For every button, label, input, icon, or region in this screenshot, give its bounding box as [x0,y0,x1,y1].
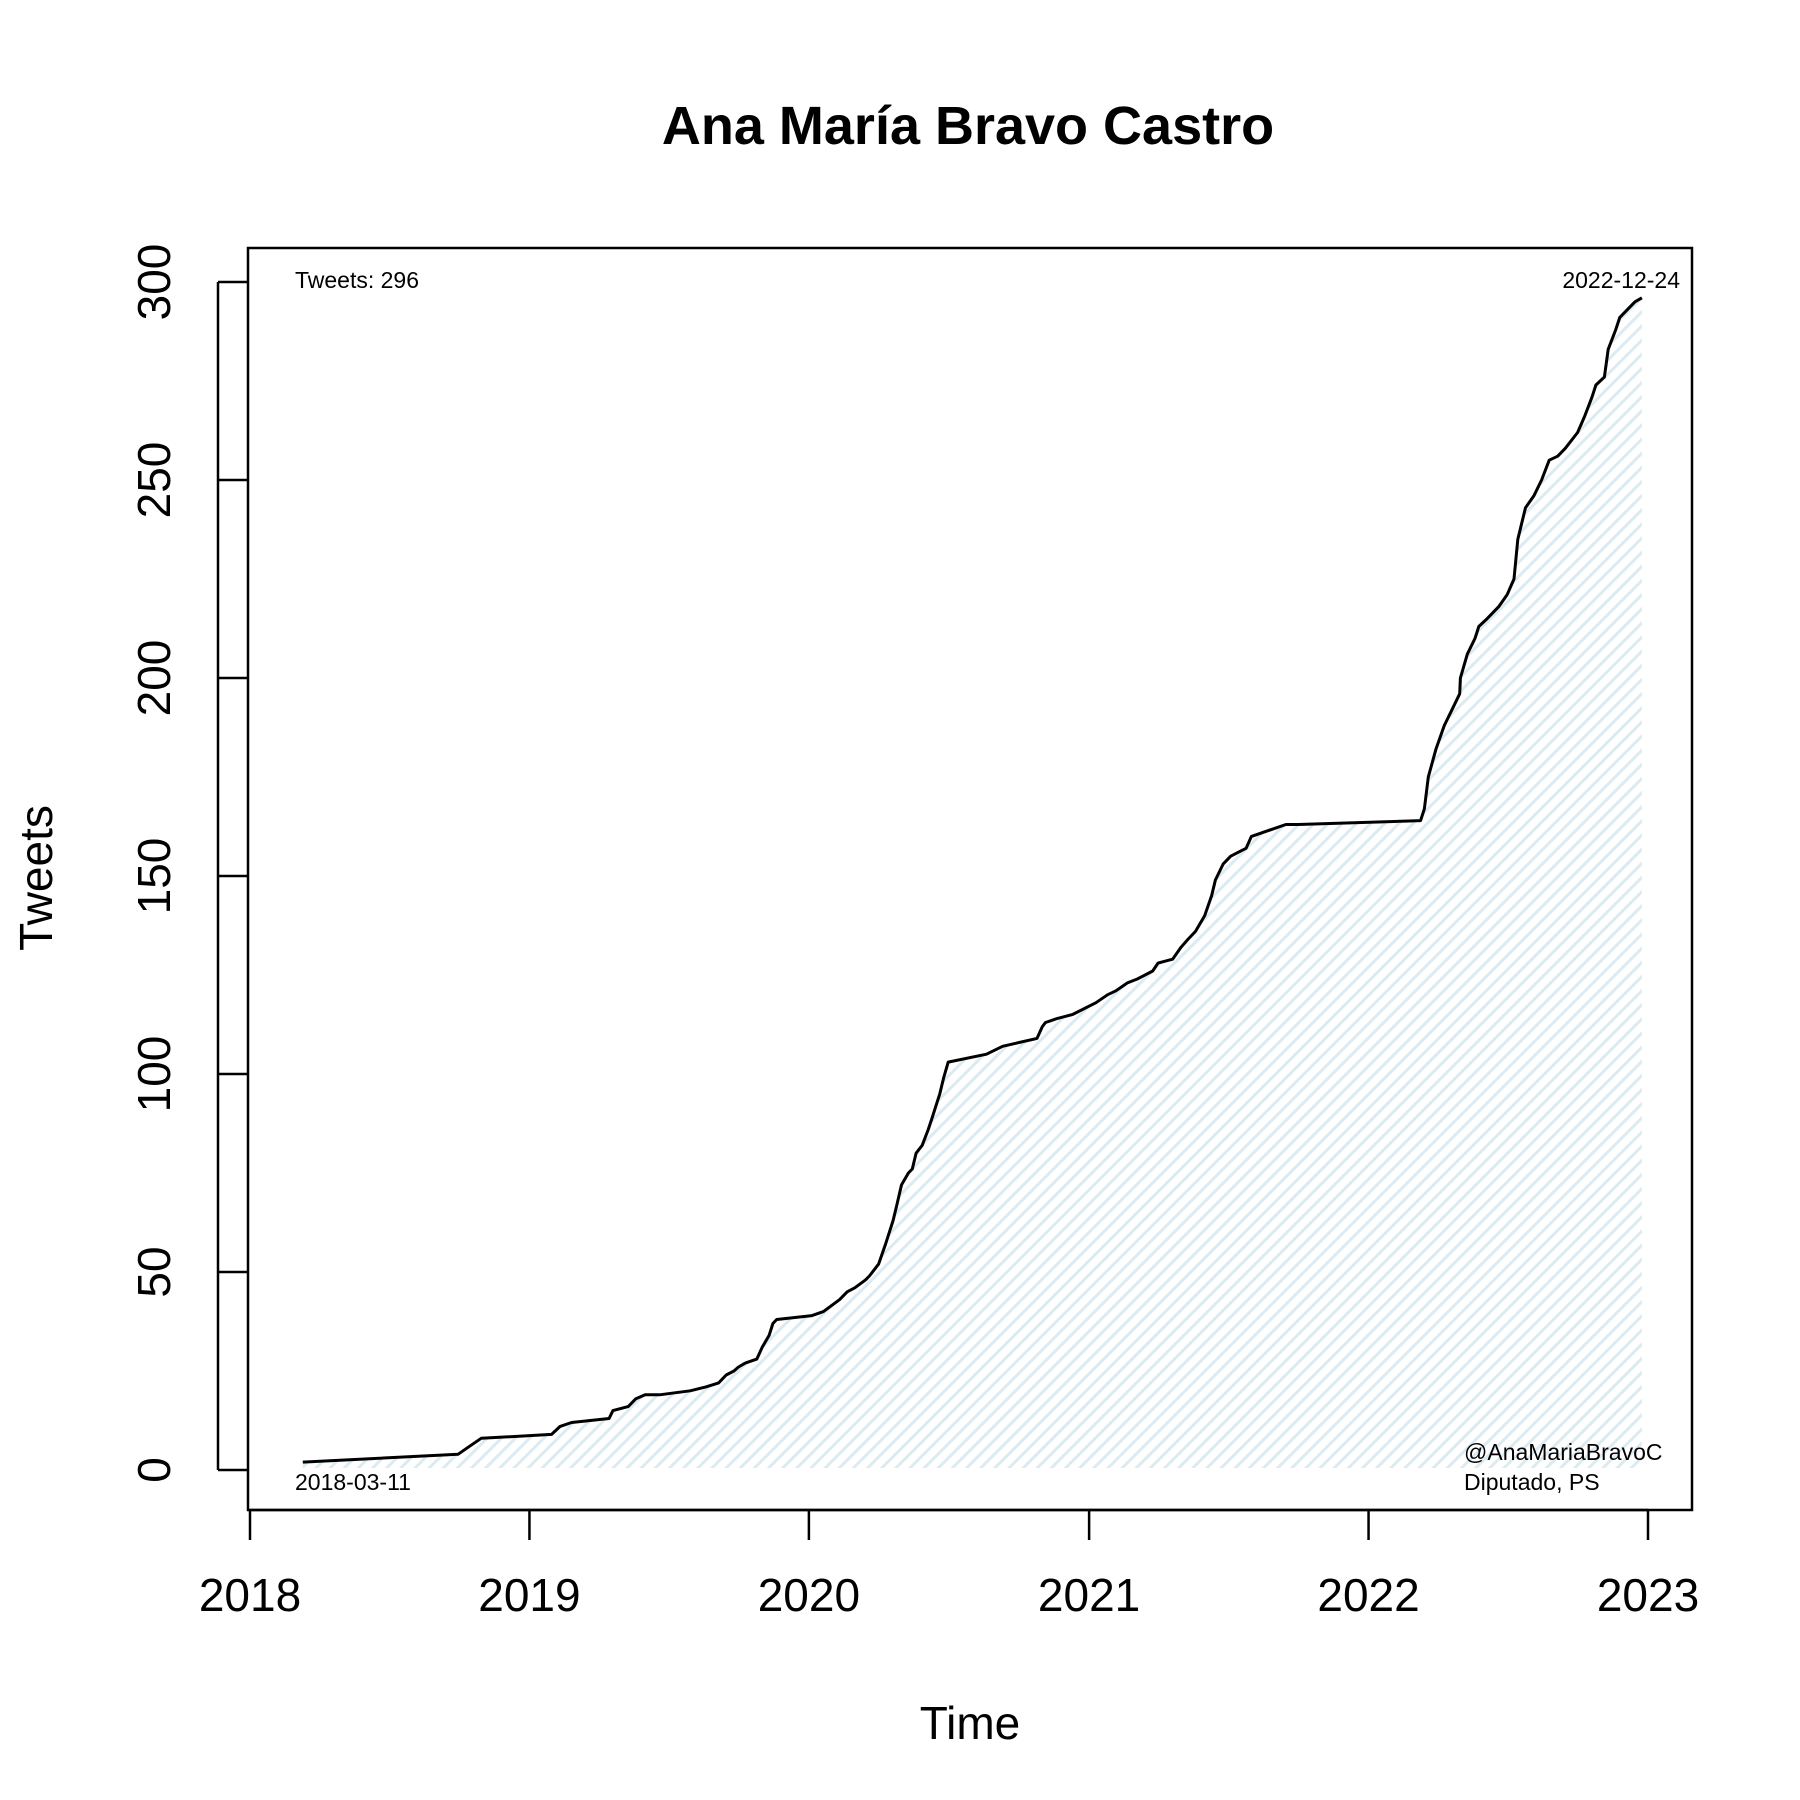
x-tick-label: 2019 [478,1569,580,1621]
x-axis: 2018 2019 2020 2021 2022 2023 [199,1508,1699,1621]
x-tick-label: 2022 [1317,1569,1419,1621]
start-date-note: 2018-03-11 [295,1469,411,1495]
area-fill-layer [302,297,1642,1468]
x-tick-label: 2018 [199,1569,301,1621]
chart-title: Ana María Bravo Castro [662,96,1274,156]
y-tick-label: 150 [128,838,180,915]
total-tweets-note: Tweets: 296 [295,267,419,293]
x-tick-label: 2020 [758,1569,860,1621]
y-tick-label: 250 [128,442,180,519]
handle-note: @AnaMariaBravoC [1464,1439,1662,1465]
y-axis: 0 50 100 150 200 250 300 [128,244,248,1483]
y-tick-label: 200 [128,640,180,717]
role-note: Diputado, PS [1464,1469,1600,1495]
x-tick-label: 2021 [1038,1569,1140,1621]
x-tick-label: 2023 [1597,1569,1699,1621]
y-tick-label: 300 [128,244,180,321]
x-axis-label: Time [920,1697,1021,1749]
end-date-note: 2022-12-24 [1562,267,1680,293]
series-line-layer [302,296,1643,1464]
area-fill [302,297,1642,1468]
y-axis-label: Tweets [10,805,62,951]
y-tick-label: 0 [128,1457,180,1483]
series-line [302,296,1643,1464]
y-tick-label: 50 [128,1246,180,1297]
y-tick-label: 100 [128,1036,180,1113]
